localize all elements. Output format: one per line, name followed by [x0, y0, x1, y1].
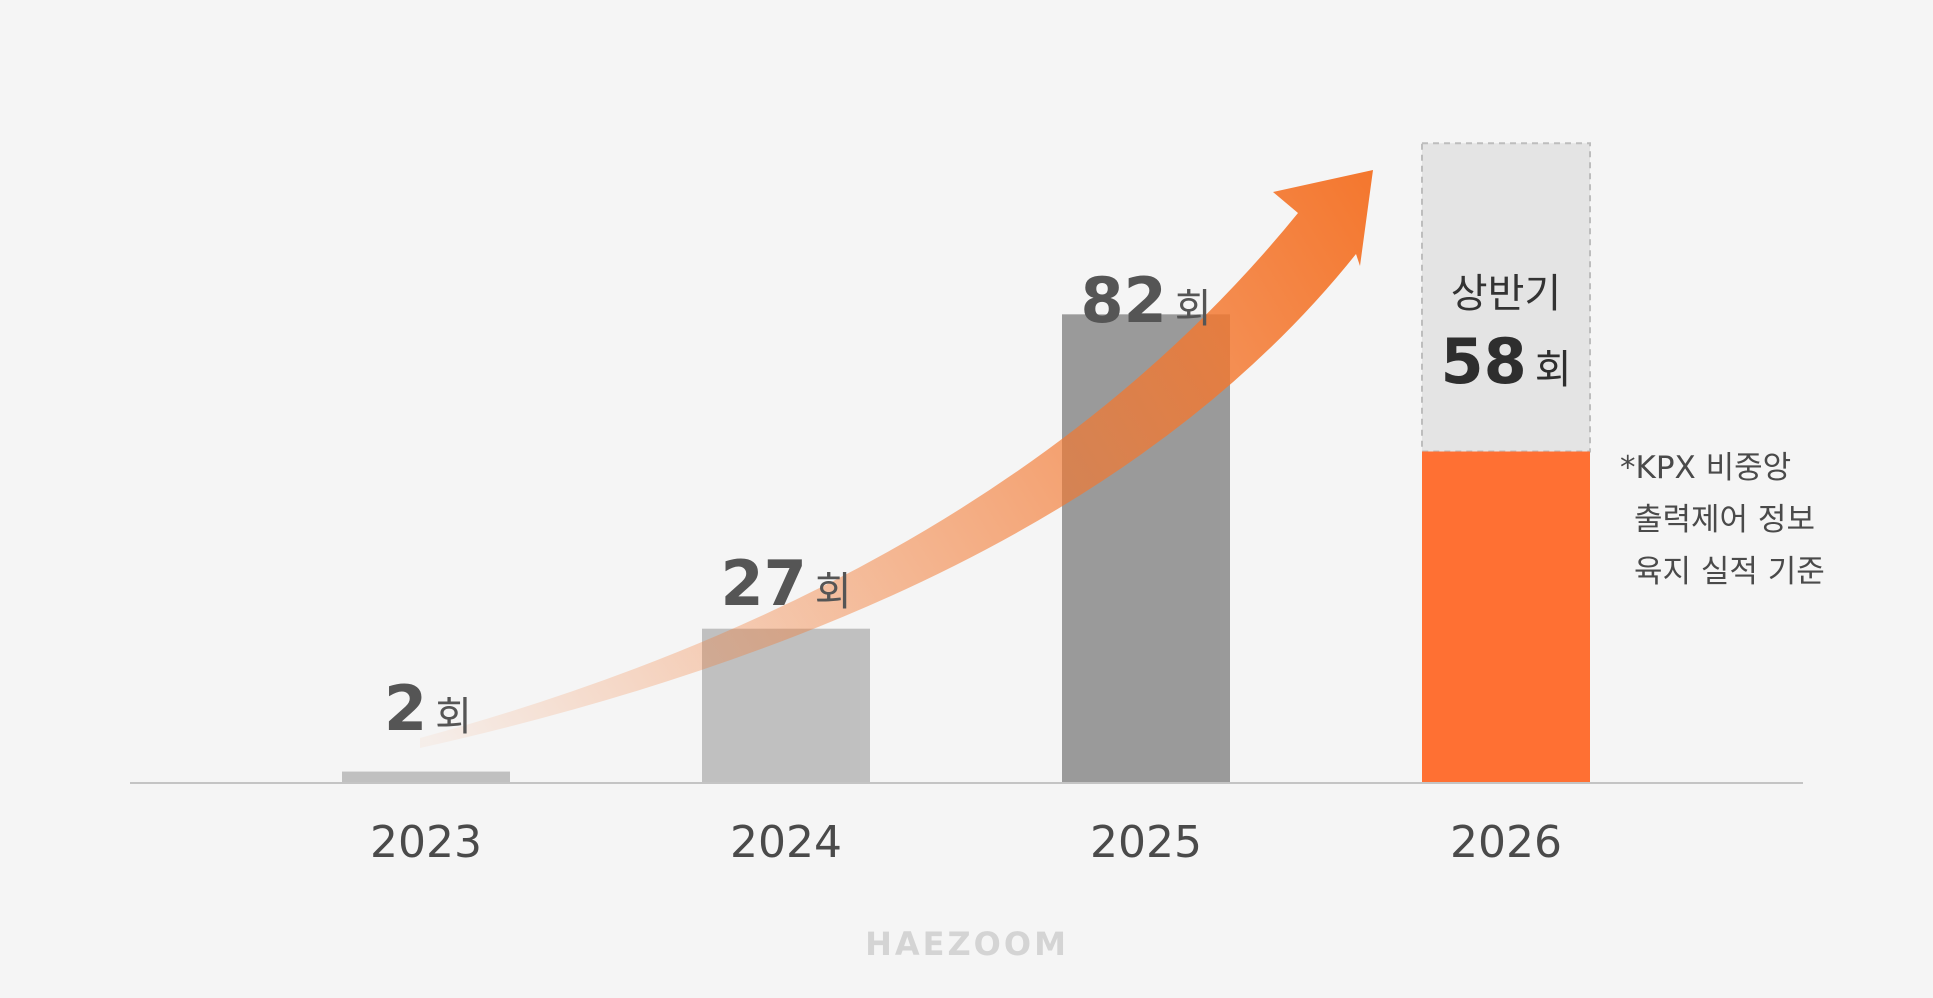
- trend-arrow: [420, 170, 1373, 748]
- value-label-2024: 27 회: [720, 547, 851, 620]
- bar-2026: [1422, 451, 1590, 783]
- annotation-line: *KPX 비중앙: [1620, 450, 1791, 486]
- value-label-2026: 58 회: [1440, 325, 1571, 398]
- value-label-2025: 82 회: [1080, 264, 1211, 337]
- partial-period-label: 상반기: [1451, 271, 1561, 317]
- x-tick-2024: 2024: [730, 817, 842, 868]
- annotation-line: 육지 실적 기준: [1634, 554, 1825, 590]
- labels-layer: 2 회 27 회 82 회 상반기 58 회: [384, 264, 1572, 745]
- x-tick-2023: 2023: [370, 817, 482, 868]
- x-tick-2025: 2025: [1090, 817, 1202, 868]
- bar-2023: [342, 771, 510, 783]
- watermark: HAEZOOM: [865, 925, 1069, 963]
- annotation-line: 출력제어 정보: [1634, 502, 1815, 538]
- x-tick-2026: 2026: [1450, 817, 1562, 868]
- bars-layer: [342, 142, 1591, 783]
- x-ticks: 2023 2024 2025 2026: [370, 817, 1562, 868]
- bar-2026-projection: [1421, 142, 1591, 453]
